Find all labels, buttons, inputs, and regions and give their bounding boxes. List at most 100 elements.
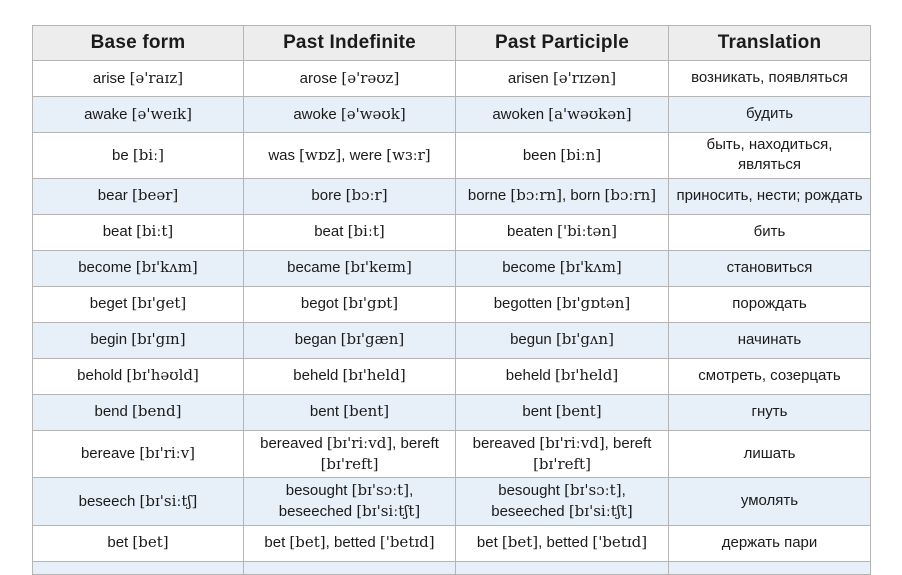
ipa-transcription: [bɪ'reft]: [320, 454, 379, 473]
ipa-transcription: [bɪ'keɪm]: [344, 258, 412, 277]
table-row: awake [ə'weɪk] awoke [ə'wəʊk] awoken [a'wə…: [32, 96, 871, 133]
table-cell: beheld [bɪ'held]: [455, 357, 669, 395]
ipa-transcription: [bɔːrn]: [510, 186, 562, 205]
ipa-transcription: [biːt]: [347, 222, 385, 241]
table-cell: гнуть: [668, 393, 871, 431]
table-cell: begun [bɪ'gʌn]: [455, 321, 669, 359]
ipa-transcription: [bent]: [555, 402, 602, 421]
table-cell: bet [bet], betted ['betɪd]: [455, 524, 669, 562]
column-header: Translation: [668, 25, 871, 61]
table-cell: возникать, появляться: [668, 60, 871, 97]
ipa-transcription: [bɪ'held]: [342, 366, 406, 385]
table-cell: behold [bɪ'həʊld]: [32, 357, 244, 395]
table-row: bet [bet] bet [bet], betted ['betɪd] bet […: [32, 524, 871, 562]
ipa-transcription: [bend]: [132, 402, 182, 421]
table-cell: порождать: [668, 285, 871, 323]
table-cell: beat [biːt]: [32, 213, 244, 251]
ipa-transcription: [biːn]: [560, 145, 602, 164]
table-cell: beseech [bɪ'siːtʃ]: [32, 477, 244, 526]
ipa-transcription: [bɪ'riːvd]: [326, 433, 393, 452]
ipa-transcription: [bɪ'siːtʃt]: [356, 502, 421, 521]
table-cell: bet [bet]: [32, 524, 244, 562]
ipa-transcription: [bɪ'riːv]: [139, 444, 196, 463]
table-cell: будить: [668, 96, 871, 133]
table-cell: приносить, нести; рождать: [668, 177, 871, 215]
table-cell: bereaved [bɪ'riːvd], bereft [bɪ'reft]: [243, 429, 456, 478]
table-cell: [243, 560, 456, 575]
ipa-transcription: [bɪ'həʊld]: [126, 366, 199, 385]
table-cell: bore [bɔːr]: [243, 177, 456, 215]
table-row: bereave [bɪ'riːv] bereaved [bɪ'riːvd], be…: [32, 429, 871, 478]
header-row: Base form Past Indefinite Past Participle T…: [32, 25, 871, 61]
table-cell: beheld [bɪ'held]: [243, 357, 456, 395]
ipa-transcription: [bɔːr]: [345, 186, 388, 205]
partial-row: [32, 560, 871, 575]
column-header: Past Participle: [455, 25, 669, 61]
ipa-transcription: [bɪ'riːvd]: [539, 433, 605, 452]
table-header: Base form Past Indefinite Past Participle T…: [32, 25, 871, 61]
ipa-transcription: [beər]: [131, 186, 179, 205]
table-row: bend [bend] bent [bent] bent [bent] гнуть: [32, 393, 871, 431]
table-cell: лишать: [668, 429, 871, 478]
ipa-transcription: [a'wəʊkən]: [548, 104, 632, 123]
table-cell: began [bɪ'gæn]: [243, 321, 456, 359]
table-cell: умолять: [668, 477, 871, 526]
table-cell: начинать: [668, 321, 871, 359]
ipa-transcription: [ə'rɪzən]: [552, 68, 617, 87]
table-cell: [32, 560, 244, 575]
table-cell: begot [bɪ'gɒt]: [243, 285, 456, 323]
table-row: behold [bɪ'həʊld] beheld [bɪ'held] beheld …: [32, 357, 871, 395]
table-cell: become [bɪ'kʌm]: [455, 249, 669, 287]
table-cell: смотреть, созерцать: [668, 357, 871, 395]
ipa-transcription: [bɔːrn]: [604, 186, 657, 205]
ipa-transcription: [ə'raɪz]: [129, 68, 184, 87]
ipa-transcription: [bɪ'kʌm]: [135, 258, 198, 277]
irregular-verbs-table-wrap: Base form Past Indefinite Past Participle T…: [32, 25, 871, 575]
table-cell: begin [bɪ'gɪn]: [32, 321, 244, 359]
table-cell: beaten ['biːtən]: [455, 213, 669, 251]
column-header: Past Indefinite: [243, 25, 456, 61]
table-row: become [bɪ'kʌm] became [bɪ'keɪm] become [b…: [32, 249, 871, 287]
table-cell: beat [biːt]: [243, 213, 456, 251]
table-cell: beget [bɪ'get]: [32, 285, 244, 323]
table-cell: awake [ə'weɪk]: [32, 96, 244, 133]
ipa-transcription: [biː]: [132, 145, 165, 164]
table-cell: arisen [ə'rɪzən]: [455, 60, 669, 97]
table-cell: bereave [bɪ'riːv]: [32, 429, 244, 478]
table-cell: begotten [bɪ'gɒtən]: [455, 285, 669, 323]
ipa-transcription: [bɪ'gæn]: [340, 330, 405, 349]
table-row: beseech [bɪ'siːtʃ] besought [bɪ'sɔːt], be…: [32, 477, 871, 526]
table-cell: bet [bet], betted ['betɪd]: [243, 524, 456, 562]
table-cell: become [bɪ'kʌm]: [32, 249, 244, 287]
page: { "table": { "headers": ["Base form", "P…: [32, 25, 871, 575]
ipa-transcription: [bɪ'sɔːt]: [564, 481, 622, 499]
table-cell: arise [ə'raɪz]: [32, 60, 244, 97]
ipa-transcription: [ə'rəʊz]: [341, 68, 400, 87]
table-cell: be [biː]: [32, 132, 244, 179]
table-cell: became [bɪ'keɪm]: [243, 249, 456, 287]
table-body: arise [ə'raɪz] arose [ə'rəʊz] arisen [ə'rɪ…: [32, 60, 871, 575]
table-cell: been [biːn]: [455, 132, 669, 179]
ipa-transcription: [bet]: [289, 533, 326, 552]
table-row: beat [biːt] beat [biːt] beaten ['biːtən] би…: [32, 213, 871, 251]
ipa-transcription: [bɪ'sɔːt]: [351, 481, 410, 499]
ipa-transcription: [bɪ'gʌn]: [555, 330, 614, 349]
ipa-transcription: [bent]: [343, 402, 390, 421]
ipa-transcription: [ə'weɪk]: [131, 104, 192, 123]
ipa-transcription: [bɪ'siːtʃ]: [139, 491, 198, 510]
table-cell: быть, находиться, являться: [668, 132, 871, 179]
table-cell: bear [beər]: [32, 177, 244, 215]
table-row: beget [bɪ'get] begot [bɪ'gɒt] begotten [bɪ…: [32, 285, 871, 323]
table-row: arise [ə'raɪz] arose [ə'rəʊz] arisen [ə'rɪ…: [32, 60, 871, 97]
ipa-transcription: [ə'wəʊk]: [340, 104, 406, 123]
ipa-transcription: [wɜːr]: [386, 145, 431, 164]
table-cell: становиться: [668, 249, 871, 287]
table-cell: awoke [ə'wəʊk]: [243, 96, 456, 133]
irregular-verbs-table: Base form Past Indefinite Past Participle T…: [32, 25, 871, 575]
table-cell: besought [bɪ'sɔːt], beseeched [bɪ'siːtʃt…: [243, 477, 456, 526]
table-cell: бить: [668, 213, 871, 251]
ipa-transcription: [bɪ'gɒt]: [342, 294, 399, 313]
ipa-transcription: [bɪ'gɪn]: [131, 330, 186, 349]
table-cell: bereaved [bɪ'riːvd], bereft [bɪ'reft]: [455, 429, 669, 478]
table-cell: was [wɒz], were [wɜːr]: [243, 132, 456, 179]
